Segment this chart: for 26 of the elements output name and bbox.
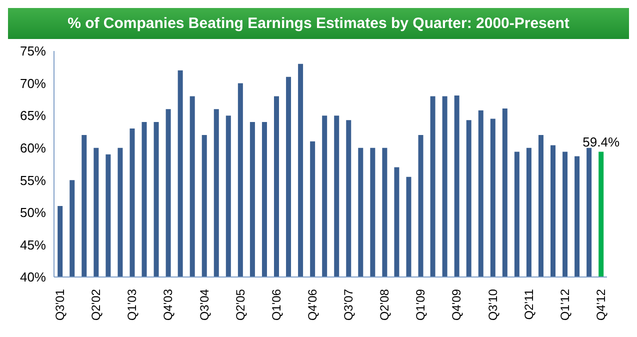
y-tick-label: 70% — [20, 76, 46, 91]
y-tick-label: 65% — [20, 108, 46, 124]
x-tick-label: Q4'06 — [305, 288, 320, 321]
x-tick-label: Q1'03 — [125, 288, 140, 321]
data-label: 59.4% — [582, 134, 620, 150]
y-tick-label: 55% — [20, 172, 46, 188]
y-tick-label: 45% — [20, 237, 46, 252]
x-tick-label: Q2'11 — [522, 288, 536, 320]
y-tick-label: 40% — [20, 270, 46, 285]
x-tick-label: Q4'12 — [594, 288, 608, 321]
y-tick-label: 50% — [20, 205, 46, 220]
y-tick-label: 75% — [20, 44, 46, 59]
x-tick-label: Q2'02 — [89, 288, 104, 321]
x-tick-label: Q4'03 — [161, 288, 176, 321]
x-tick-label: Q1'12 — [558, 288, 572, 321]
x-tick-label: Q2'05 — [233, 288, 248, 321]
x-tick-label: Q3'01 — [53, 288, 68, 321]
x-tick-label: Q3'04 — [197, 288, 212, 321]
chart-title: % of Companies Beating Earnings Estimates by Quarter: 2000-Present — [8, 8, 629, 39]
x-tick-label: Q3'07 — [342, 288, 356, 321]
x-tick-label: Q4'09 — [450, 288, 464, 321]
x-tick-label: Q1'06 — [269, 288, 284, 321]
y-tick-label: 60% — [20, 140, 46, 156]
x-tick-label: Q2'08 — [378, 288, 392, 321]
x-tick-label: Q3'10 — [486, 288, 500, 321]
x-tick-label: Q1'09 — [414, 288, 428, 321]
